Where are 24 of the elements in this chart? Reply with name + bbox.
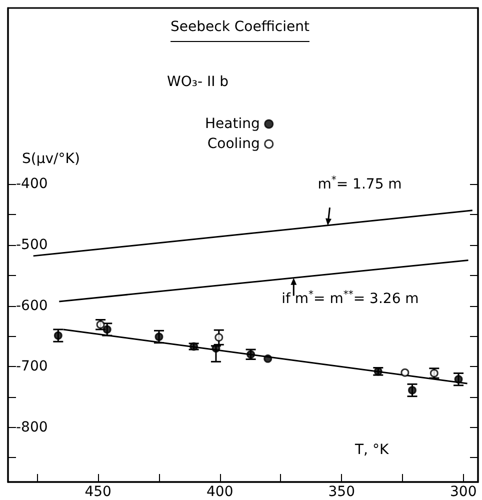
x-axis-title: T, °K <box>354 442 390 458</box>
point <box>54 331 62 340</box>
x-tick-label: 400 <box>206 484 234 500</box>
x-tick-label: 300 <box>450 484 477 500</box>
point <box>214 333 224 342</box>
point <box>264 354 272 363</box>
point <box>408 386 416 394</box>
text: WO₃- II b <box>167 74 229 90</box>
legend-label: Heating <box>205 116 260 132</box>
point <box>454 375 463 384</box>
y-axis-title: S(μv/°K) <box>22 151 80 167</box>
y-tick-label: -700 <box>16 358 48 375</box>
annotation: if m*= m**= 3.26 m <box>282 289 419 307</box>
y-tick-label: -800 <box>16 419 48 436</box>
annotation: m*= 1.75 m <box>318 175 402 193</box>
point <box>400 368 410 377</box>
y-tick-label: -400 <box>16 176 48 192</box>
legend-label: Cooling <box>207 136 260 152</box>
point <box>154 332 164 342</box>
point <box>102 325 112 334</box>
y-tick-label: -600 <box>16 298 48 314</box>
y-tick-label: -500 <box>16 237 48 253</box>
x-tick-label: 350 <box>328 484 355 500</box>
x-tick-label: 450 <box>84 484 112 500</box>
